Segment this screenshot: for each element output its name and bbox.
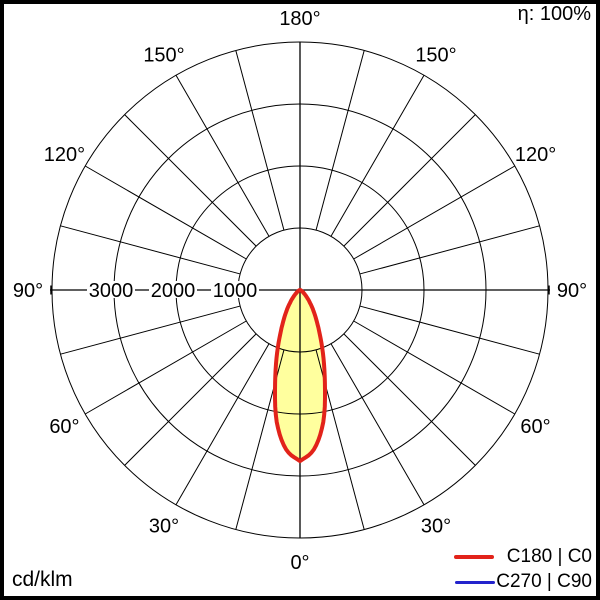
- angle-label: 30°: [149, 516, 179, 538]
- grid-spoke: [60, 225, 241, 275]
- ring-value-label: 3000: [89, 280, 134, 302]
- grid-spoke: [175, 74, 270, 237]
- angle-label: 150°: [415, 44, 456, 66]
- legend: C180 | C0 C270 | C90: [453, 546, 592, 593]
- unit-label: cd/klm: [12, 568, 73, 591]
- grid-spoke: [359, 305, 540, 355]
- grid-spoke: [330, 74, 425, 237]
- grid-spoke: [84, 320, 247, 415]
- grid-spoke: [235, 50, 285, 231]
- grid-spoke: [60, 305, 241, 355]
- angle-label: 120°: [44, 144, 85, 166]
- ring-label-bg: [87, 281, 135, 298]
- grid-layer: [50, 41, 550, 539]
- ring-label-bg: [211, 281, 259, 298]
- grid-spoke: [175, 343, 270, 506]
- grid-spoke: [84, 165, 247, 260]
- grid-spoke: [124, 333, 257, 466]
- labels-layer: 3000 2000 1000 180° 150° 150° 120° 120° 90° 90° 60…: [13, 8, 587, 574]
- grid-spoke: [359, 225, 540, 275]
- efficiency-label: η: 100%: [517, 3, 591, 25]
- angle-label: 60°: [49, 416, 79, 438]
- grid-spoke: [343, 114, 476, 247]
- grid-spoke: [315, 50, 365, 231]
- ring-value-label: 1000: [213, 280, 258, 302]
- grid-spoke: [353, 320, 516, 415]
- curves-layer: [273, 288, 327, 464]
- grid-spoke: [330, 343, 425, 506]
- legend-line-c180-c0: [453, 555, 494, 559]
- curve-c180-c0: [273, 288, 327, 464]
- angle-label: 150°: [143, 44, 184, 66]
- grid-spoke: [353, 165, 516, 260]
- grid-spoke: [124, 114, 257, 247]
- angle-label: 30°: [421, 516, 451, 538]
- legend-line-c270-c90: [455, 580, 496, 584]
- angle-label: 180°: [279, 8, 320, 30]
- angle-label: 0°: [290, 552, 309, 574]
- legend-label-c270-c90: C270 | C90: [496, 571, 592, 592]
- grid-spoke: [343, 333, 476, 466]
- angle-label: 90°: [13, 280, 43, 302]
- ring-label-bg: [149, 281, 197, 298]
- legend-label-c180-c0: C180 | C0: [506, 546, 592, 567]
- angle-label: 60°: [520, 416, 550, 438]
- ring-value-label: 2000: [151, 280, 196, 302]
- legend-item-c270-c90: C270 | C90: [455, 571, 592, 593]
- angle-label: 120°: [515, 144, 556, 166]
- angle-label: 90°: [557, 280, 587, 302]
- legend-item-c180-c0: C180 | C0: [453, 546, 592, 568]
